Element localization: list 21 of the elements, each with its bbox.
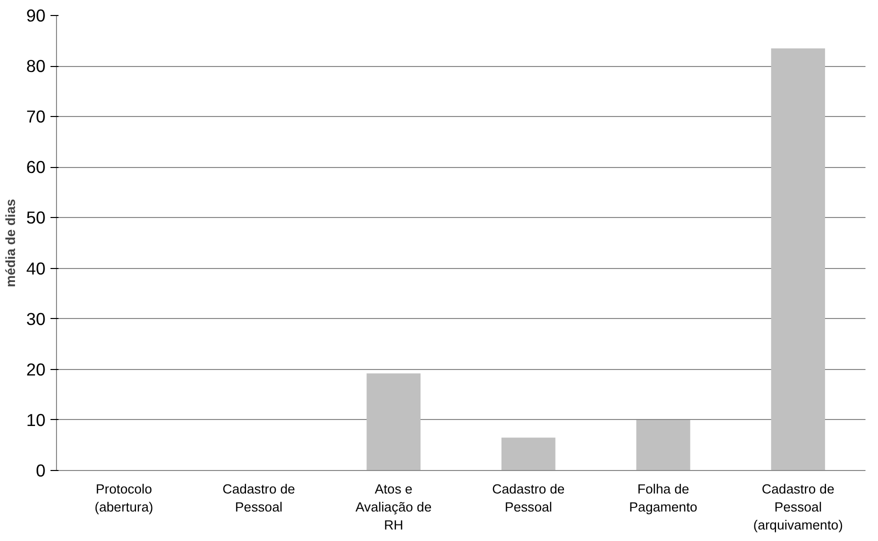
y-axis-title: média de dias [3, 198, 18, 288]
x-tick-label: Cadastro de Pessoal (arquivamento) [753, 482, 843, 532]
y-tick-label: 90 [26, 6, 46, 26]
x-tick-label: Atos e Avaliação de RH [356, 482, 432, 532]
y-tick-label: 30 [26, 308, 46, 329]
y-tick-label: 70 [26, 106, 46, 127]
bar [771, 48, 826, 470]
bar [636, 420, 690, 470]
bar [501, 438, 556, 470]
y-tick-label: 80 [26, 56, 46, 76]
x-tick-label: Folha de Pagamento [629, 482, 698, 514]
x-tick-label: Cadastro de Pessoal [492, 482, 565, 514]
y-tick-label: 60 [26, 157, 46, 178]
y-tick-label: 40 [26, 258, 46, 278]
y-tick-label: 10 [26, 410, 46, 430]
x-tick-label: Protocolo (abertura) [94, 482, 154, 514]
y-tick-label: 0 [36, 460, 46, 480]
y-tick-label: 50 [26, 208, 46, 228]
x-tick-label: Cadastro de Pessoal [222, 482, 296, 514]
y-tick-label: 20 [26, 359, 46, 380]
bar [366, 373, 421, 470]
